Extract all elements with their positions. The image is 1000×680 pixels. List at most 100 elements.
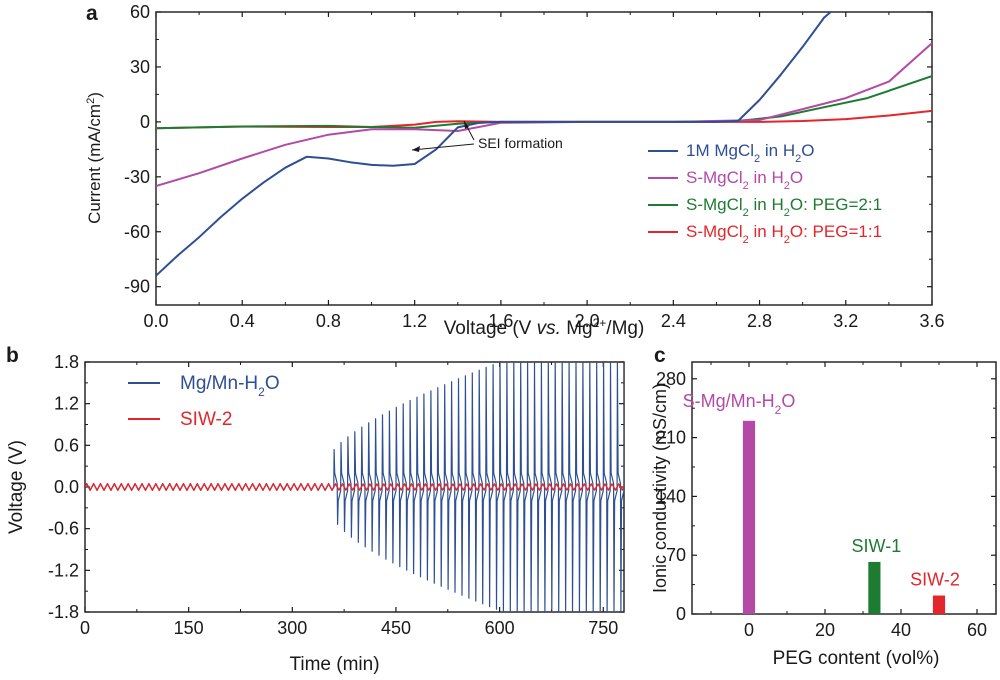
legend-label-part: S-MgCl — [686, 195, 743, 214]
x-tick-label: 600 — [485, 618, 515, 638]
legend-label-part: 2 — [258, 385, 265, 399]
x-tick-label: 0 — [80, 618, 90, 638]
annotation-arrow — [411, 143, 475, 151]
y-tick-label: -1.8 — [48, 602, 79, 622]
legend-label-part: 2 — [784, 180, 790, 192]
x-tick-label: 2.8 — [747, 311, 772, 331]
legend-label: S-MgCl2 in H2O: PEG=2:1 — [686, 195, 882, 219]
legend-label-part: Mg/Mn-H — [180, 373, 258, 394]
y-tick-label: -1.2 — [48, 560, 79, 580]
x-tick-label: 150 — [174, 618, 204, 638]
plot-frame — [691, 361, 997, 615]
x-tick-label: 60 — [967, 620, 987, 640]
x-axis-title-part: Mg — [561, 318, 593, 339]
y-axis-title-part: ) — [85, 92, 104, 98]
series-group — [85, 362, 624, 612]
x-tick-label: 750 — [588, 618, 618, 638]
y-tick-label: 60 — [130, 2, 150, 22]
x-axis-title: Voltage (V vs. Mg2+/Mg) — [444, 316, 645, 339]
x-tick-label: 2.0 — [575, 311, 600, 331]
legend-label-part: 2 — [743, 234, 749, 246]
y-tick-label: 0 — [140, 112, 150, 132]
panel-label-c: c — [654, 344, 666, 367]
y-tick-label: 210 — [656, 428, 686, 448]
legend-label-part: S-MgCl — [686, 222, 743, 241]
x-tick-label: 20 — [815, 620, 835, 640]
annotation-arrowhead — [412, 146, 420, 152]
y-axis-title-part: 2 — [85, 98, 97, 104]
y-tick-label: 70 — [666, 545, 686, 565]
y-tick-label: -0.6 — [48, 519, 79, 539]
y-tick-label: 0.0 — [54, 477, 79, 497]
y-tick-label: 30 — [130, 57, 150, 77]
legend-label-part: in H — [760, 141, 795, 160]
legend-label-part: O: PEG=1:1 — [790, 222, 882, 241]
bar — [932, 595, 946, 614]
bar-label-part: SIW-2 — [910, 570, 960, 590]
x-axis-title-part: /Mg) — [606, 318, 644, 339]
bar-label: S-Mg/Mn-H2O — [683, 391, 796, 417]
bar-label: SIW-2 — [910, 570, 960, 590]
x-tick-label: 1.2 — [402, 311, 427, 331]
x-axis-title: Time (min) — [289, 654, 379, 675]
legend-label-part: O: PEG=2:1 — [790, 195, 882, 214]
bar-label-part: SIW-1 — [852, 536, 902, 556]
x-tick-label: 3.6 — [919, 311, 944, 331]
y-axis-title-part: Current (mA/cm — [85, 104, 104, 224]
bar — [868, 561, 881, 614]
bar — [742, 420, 756, 614]
legend-label: 1M MgCl2 in H2O — [686, 141, 814, 165]
x-tick-label: 0.0 — [143, 311, 168, 331]
x-axis-title-part: 2+ — [593, 316, 607, 330]
x-tick-label: 0 — [744, 620, 754, 640]
x-tick-label: 450 — [381, 618, 411, 638]
bar-label-part: 2 — [775, 403, 782, 417]
legend-label-part: in H — [749, 222, 784, 241]
y-axis-title: Voltage (V) — [6, 440, 27, 534]
y-tick-label: 140 — [656, 486, 686, 506]
y-tick-label: -60 — [124, 222, 150, 242]
series-group — [156, 12, 932, 277]
y-tick-label: 280 — [656, 369, 686, 389]
x-tick-label: 3.2 — [833, 311, 858, 331]
legend-label-part: O — [265, 373, 280, 394]
legend-label-part: 2 — [795, 153, 801, 165]
legend-label: Mg/Mn-H2O — [180, 373, 280, 399]
bar-label-part: O — [781, 391, 795, 411]
legend-label-part: 2 — [743, 180, 749, 192]
legend-label: SIW-2 — [180, 409, 232, 430]
legend-label-part: 2 — [784, 234, 790, 246]
x-tick-label: 0.8 — [316, 311, 341, 331]
x-axis-title-part: Voltage (V — [444, 318, 537, 339]
x-axis-title: PEG content (vol%) — [773, 648, 940, 669]
series-line-siw-2 — [85, 483, 624, 491]
y-tick-label: 1.2 — [54, 394, 79, 414]
legend-label-part: S-MgCl — [686, 168, 743, 187]
legend-label-part: O — [801, 141, 814, 160]
legend-label: S-MgCl2 in H2O — [686, 168, 803, 192]
series-line — [156, 12, 832, 277]
legend-label-part: in H — [749, 168, 784, 187]
x-axis-title-part: vs. — [537, 318, 561, 339]
x-tick-label: 40 — [891, 620, 911, 640]
panel-b-chart: 0 150 300 450 600 750 -1.8 -1.2 -0.6 0.0 0.6 1.2 1.8… — [6, 352, 625, 675]
y-tick-label: -90 — [124, 277, 150, 297]
annotation-sei: SEI formation — [478, 135, 563, 151]
plot-frame — [155, 11, 933, 306]
legend-label-part: O — [790, 168, 803, 187]
legend-label-part: in H — [749, 195, 784, 214]
y-axis-title: Current (mA/cm2) — [85, 92, 104, 224]
legend-label: S-MgCl2 in H2O: PEG=1:1 — [686, 222, 882, 246]
annotation-arrowhead — [464, 121, 469, 129]
y-axis-title: Ionic conductivity (mS/cm) — [650, 383, 670, 593]
legend-label-part: 1M MgCl — [686, 141, 754, 160]
y-tick-label: -30 — [124, 167, 150, 187]
y-tick-label: 1.8 — [54, 352, 79, 372]
x-tick-label: 300 — [277, 618, 307, 638]
legend-label-part: 2 — [743, 207, 749, 219]
panel-label-b: b — [6, 344, 19, 367]
panel-a-chart: 0.0 0.4 0.8 1.2 1.6 2.0 2.4 2.8 3.2 3.6 -90 -60 -30 0… — [85, 2, 945, 339]
bar-label-part: S-Mg/Mn-H — [683, 391, 775, 411]
